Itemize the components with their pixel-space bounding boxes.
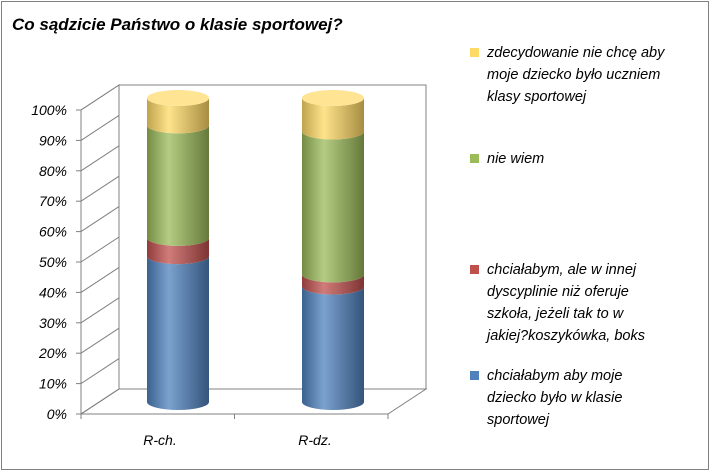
y-tick-diagonal [80,84,120,111]
y-tick-diagonal [80,297,120,324]
y-tick-diagonal [80,114,120,141]
bar-segment [302,286,364,410]
bar-top-cap [147,90,209,106]
y-tick-diagonal [80,175,120,202]
floor [79,388,428,415]
legend-swatch [470,265,479,274]
legend-label: szkoła, jeżeli tak to w [487,306,625,322]
bars [147,90,364,410]
y-tick-label: 40% [39,284,67,300]
legend-swatch [470,154,479,163]
bar-segment [147,98,209,134]
legend-item: chciałabym, ale w innej dyscyplinie niż o… [470,262,645,344]
x-tick-label: R-dz. [298,432,331,448]
y-tick-diagonal [80,388,120,415]
legend-swatch [470,371,479,380]
bar-segment [302,98,364,140]
legend-label: klasy sportowej [487,89,587,105]
bar-stack [147,90,209,410]
legend-label: jakiej?koszykówka, boks [485,328,645,344]
y-tick-label: 10% [39,376,67,392]
bar-stack [302,90,364,410]
y-tick-label: 90% [39,132,67,148]
legend-item: zdecydowanie nie chcę aby moje dziecko by… [470,45,665,105]
y-tick-label: 70% [39,193,67,209]
y-tick-label: 0% [47,406,67,422]
x-tick-label: R-ch. [143,432,176,448]
y-axis-ticks: 0% 10% 20% 30% 40% 50% 60% 70% 80% 90% 100% [31,84,120,422]
y-tick-label: 20% [38,345,67,361]
bar-segment [302,274,364,295]
y-tick-diagonal [80,145,120,172]
legend-label: sportowej [487,412,550,428]
bar-top-cap [302,90,364,106]
chart-walls [79,84,428,415]
bar-segment [147,256,209,410]
x-axis-ticks: R-ch. R-dz. [80,414,389,448]
legend-label: nie wiem [487,151,544,167]
legend-label: moje dziecko było uczniem [487,67,660,83]
y-tick-diagonal [80,206,120,233]
y-tick-label: 60% [39,224,67,240]
bar-segment [147,237,209,265]
legend-item: nie wiem [470,151,544,167]
y-tick-label: 100% [31,102,67,118]
legend-label: zdecydowanie nie chcę aby [486,45,665,61]
y-tick-label: 30% [39,315,67,331]
chart-title: Co sądzicie Państwo o klasie sportowej? [12,15,343,34]
y-tick-diagonal [80,327,120,354]
y-tick-diagonal [80,266,120,293]
legend-label: dyscyplinie niż oferuje [487,284,629,300]
legend-label: dziecko było w klasie [487,390,622,406]
legend-swatch [470,48,479,57]
legend-label: chciałabym aby moje [487,368,622,384]
y-tick-label: 80% [39,163,67,179]
y-tick-label: 50% [39,254,67,270]
y-tick-diagonal [80,236,120,263]
legend-item: chciałabym aby moje dziecko było w klasie… [470,368,622,428]
y-tick-diagonal [80,358,120,385]
bar-segment [302,131,364,283]
legend: zdecydowanie nie chcę aby moje dziecko by… [470,45,665,428]
bar-segment [147,125,209,246]
legend-label: chciałabym, ale w innej [487,262,637,278]
